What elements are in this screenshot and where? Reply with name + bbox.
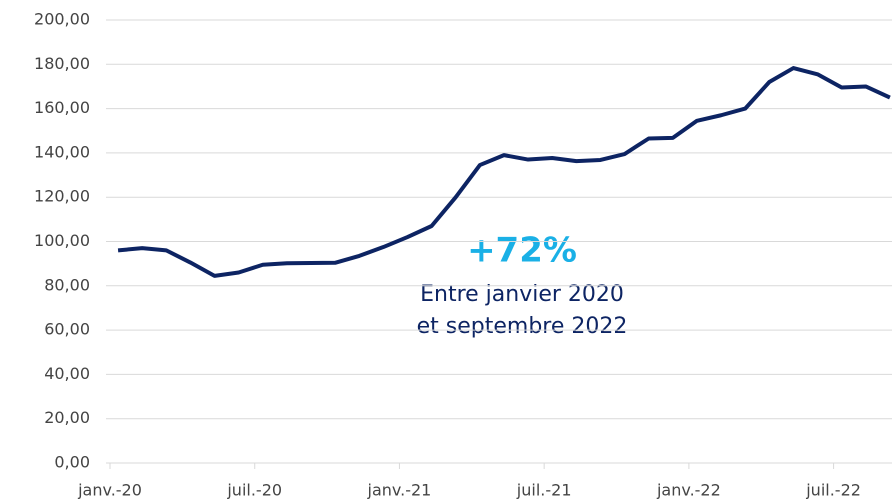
y-tick-label: 200,00: [34, 10, 90, 29]
y-tick-label: 40,00: [44, 364, 90, 383]
y-tick-label: 180,00: [34, 54, 90, 73]
x-tick-label: janv.-22: [656, 481, 721, 500]
y-tick-label: 60,00: [44, 320, 90, 339]
plot: 0,00 20,00 40,00 60,00 80,00 100,00 120,00 140,…: [34, 10, 892, 500]
y-tick-label: 20,00: [44, 408, 90, 427]
x-tick-label: juil.-22: [805, 481, 861, 500]
x-tick-label: janv.-20: [77, 481, 142, 500]
x-tick-label: juil.-20: [226, 481, 282, 500]
y-tick-label: 160,00: [34, 98, 90, 117]
line: [117, 66, 891, 278]
x-tick-label: juil.-21: [516, 481, 572, 500]
x-tick-label: janv.-21: [367, 481, 432, 500]
y-tick-label: 80,00: [44, 275, 90, 294]
annotation-highlight: +72%: [467, 231, 577, 271]
y-tick-label: 140,00: [34, 142, 90, 161]
y-tick-label: 120,00: [34, 187, 90, 206]
annotation: et septembre 2022: [417, 314, 628, 339]
y-tick-label: 0,00: [54, 453, 90, 472]
y-tick-label: 100,00: [34, 231, 90, 250]
